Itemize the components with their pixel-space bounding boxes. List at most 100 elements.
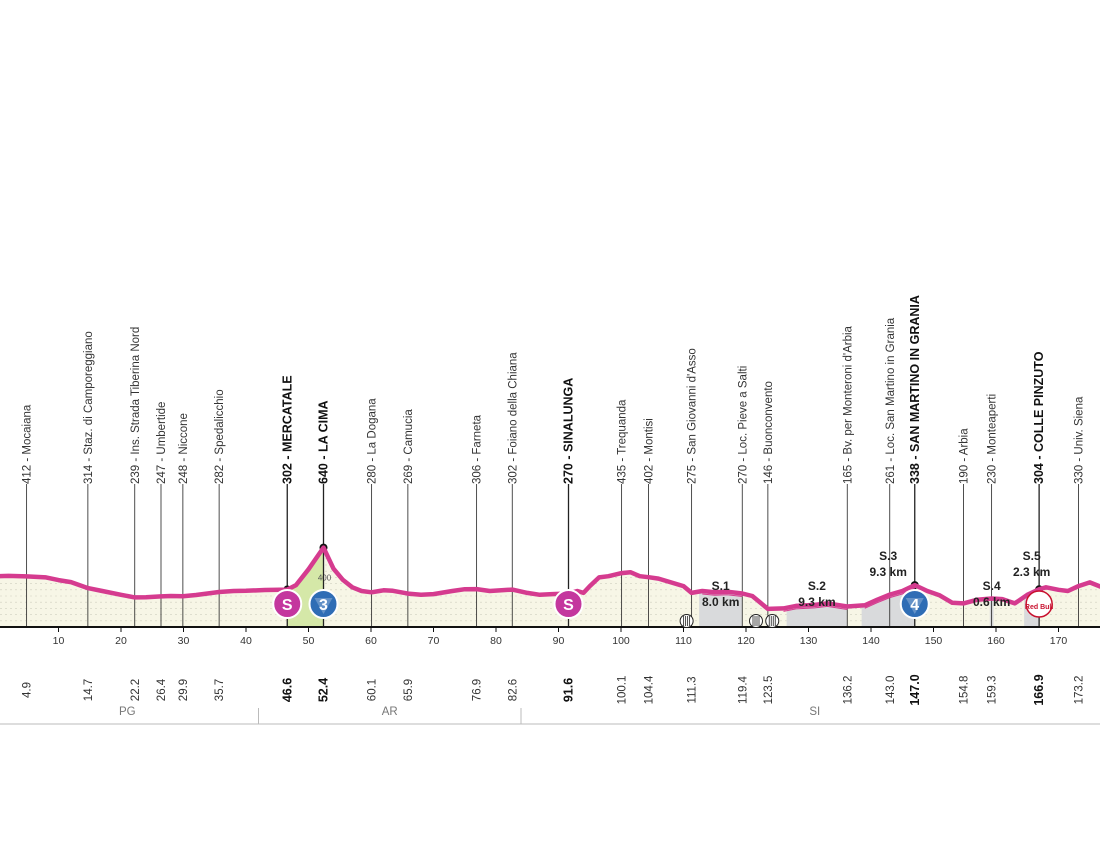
zone-icon (765, 614, 780, 628)
place-km-label: 123.5 (763, 676, 775, 705)
gravel-sector-name: S.1 (712, 579, 730, 593)
segment-fills (287, 547, 1040, 627)
x-tick-label: 130 (800, 635, 818, 647)
place-km-label: 111.3 (687, 676, 699, 703)
gravel-fill (699, 547, 743, 627)
place-label: 402 - Montisi (644, 418, 656, 484)
place-label: 412 - Mocaiana (22, 404, 34, 484)
kom-category: 3 (319, 597, 328, 614)
sprint-symbol: S (282, 597, 293, 614)
gravel-line (702, 593, 743, 597)
place-km-label: 82.6 (507, 679, 519, 701)
redbull-bonus-icon (1025, 590, 1053, 618)
place-km-label: 136.2 (842, 676, 854, 705)
elevation-tick-label: 400 (318, 573, 332, 582)
place-label: 270 - Loc. Pieve a Salti (737, 366, 749, 484)
x-tick-label: 110 (675, 635, 692, 647)
place-label: 261 - Loc. San Martino in Grania (885, 317, 897, 484)
x-tick-label: 140 (862, 635, 880, 647)
place-km-label: 29.9 (178, 679, 190, 701)
place-label: 270 - SINALUNGA (562, 378, 576, 484)
place-km-label: 166.9 (1032, 674, 1046, 705)
place-km-label: 76.9 (472, 679, 484, 701)
x-tick-label: 40 (240, 635, 252, 647)
place-label: 280 - La Dogana (367, 398, 379, 484)
place-label: 302 - Foiano della Chiana (507, 352, 519, 484)
place-km-label: 143.0 (885, 676, 897, 705)
place-km-label: 154.8 (959, 676, 971, 705)
x-tick-label: 80 (490, 635, 502, 647)
climb-fill (287, 547, 324, 627)
kom-category: 4 (910, 597, 919, 614)
x-tick-label: 100 (612, 635, 630, 647)
x-tick-label: 70 (428, 635, 440, 647)
place-km-label: 52.4 (317, 678, 331, 702)
place-label: 239 - Ins. Strada Tiberina Nord (130, 327, 142, 484)
x-tick-label: 20 (115, 635, 127, 647)
place-label: 146 - Buonconvento (763, 381, 775, 484)
gravel-sector-name: S.5 (1023, 549, 1041, 563)
place-km-label: 60.1 (367, 679, 379, 701)
gravel-sector-name: S.3 (879, 549, 897, 563)
place-label: 306 - Farneta (472, 414, 484, 484)
gravel-line (783, 605, 848, 612)
profile-area (0, 547, 1100, 627)
place-label: 269 - Camucia (403, 409, 415, 484)
place-km-label: 104.4 (644, 675, 656, 704)
place-label: 314 - Staz. di Camporeggiano (83, 331, 95, 484)
sprint-symbol: S (563, 597, 574, 614)
zone-icon (749, 614, 763, 628)
place-km-label: 159.3 (987, 676, 999, 705)
place-label: 435 - Trequanda (617, 399, 629, 484)
redbull-bonus-text: Red Bull (1025, 604, 1053, 611)
place-label: 304 - COLLE PINZUTO (1032, 351, 1046, 484)
province-code: PG (119, 706, 136, 718)
x-tick-label: 170 (1050, 635, 1068, 647)
x-tick-label: 120 (737, 635, 755, 647)
place-label: 247 - Umbertide (156, 402, 168, 484)
gravel-fill (786, 547, 848, 627)
place-label: 190 - Arbia (959, 428, 971, 484)
place-label: 330 - Univ. Siena (1074, 396, 1086, 484)
province-code: AR (382, 706, 398, 718)
place-km-label: 119.4 (737, 675, 749, 704)
gravel-sector-name: S.4 (983, 579, 1001, 593)
x-tick-label: 30 (178, 635, 190, 647)
place-label: 640 - LA CIMA (317, 400, 331, 484)
gravel-sector-length: 9.3 km (798, 595, 835, 609)
place-km-label: 100.1 (617, 676, 629, 705)
x-tick-label: 10 (53, 635, 65, 647)
place-km-label: 35.7 (214, 679, 226, 701)
x-tick-label: 90 (553, 635, 565, 647)
x-tick-label: 150 (925, 635, 943, 647)
place-km-label: 26.4 (156, 678, 168, 701)
gravel-sector-name: S.2 (808, 579, 826, 593)
place-label: 165 - Bv. per Monteroni d'Arbia (842, 325, 854, 484)
place-km-label: 173.2 (1074, 676, 1086, 705)
sprint-icon (553, 589, 584, 619)
gravel-sector-length: 8.0 km (702, 595, 739, 609)
x-tick-label: 160 (987, 635, 1005, 647)
gravel-fill (1024, 547, 1040, 627)
kom-icon (308, 589, 339, 619)
gravel-sector-length: 2.3 km (1013, 565, 1050, 579)
kom-triangle (905, 598, 924, 614)
place-km-label: 91.6 (562, 678, 576, 702)
place-label: 338 - SAN MARTINO IN GRANIA (908, 295, 922, 484)
sprint-icon (272, 589, 303, 619)
province-code: SI (809, 706, 820, 718)
place-km-label: 46.6 (280, 678, 294, 702)
place-label: 282 - Spedalicchio (214, 389, 226, 484)
kom-icon (899, 589, 930, 619)
zone-icon (679, 614, 694, 628)
place-label: 302 - MERCATALE (280, 375, 294, 484)
place-label: 248 - Niccone (178, 413, 190, 484)
x-tick-label: 60 (365, 635, 377, 647)
kom-triangle (314, 598, 333, 614)
place-km-label: 22.2 (130, 679, 142, 701)
x-tick-label: 50 (303, 635, 315, 647)
gravel-sector-length: 9.3 km (870, 565, 907, 579)
place-km-label: 14.7 (83, 679, 95, 701)
